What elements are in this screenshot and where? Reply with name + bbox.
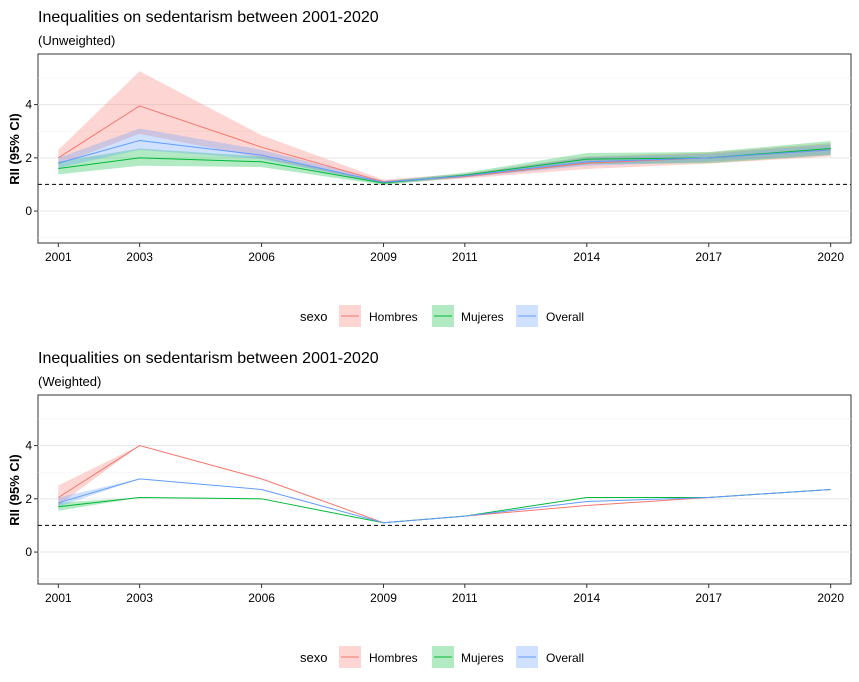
y-axis-label: RII (95% CI) [7,454,22,526]
x-tick-label: 2006 [248,250,275,264]
legend-key-mujeres [432,646,454,668]
ci-ribbon-overall [58,128,831,184]
series-lines [58,105,831,184]
x-tick-label: 2011 [452,591,478,605]
x-tick-label: 2011 [452,250,478,264]
y-axis-ticks: 0 2 4 [25,98,38,218]
y-tick-label: 2 [25,492,32,506]
ci-ribbons [58,71,831,185]
x-tick-label: 2020 [817,250,844,264]
x-tick-label: 2014 [573,250,600,264]
ci-ribbon-mujeres [58,141,831,185]
legend-title: sexo [300,650,327,665]
y-tick-label: 4 [25,98,32,112]
x-tick-label: 2003 [126,591,153,605]
y-tick-label: 0 [25,545,32,559]
y-axis-label: RII (95% CI) [7,113,22,185]
series-line-overall [58,140,831,183]
x-tick-label: 2009 [370,591,397,605]
chart-panel-weighted: Inequalities on sedentarism between 2001… [7,350,852,668]
series-lines [58,445,831,524]
x-tick-label: 2003 [126,250,153,264]
y-tick-label: 2 [25,151,32,165]
legend-key-overall [516,305,538,327]
legend-label-hombres: Hombres [369,651,418,665]
legend-label-mujeres: Mujeres [461,310,504,324]
legend-label-hombres: Hombres [369,310,418,324]
y-tick-label: 0 [25,204,32,218]
chart-title: Inequalities on sedentarism between 2001… [38,350,379,367]
legend-label-overall: Overall [546,651,584,665]
chart-panel-unweighted: Inequalities on sedentarism between 2001… [7,9,852,327]
x-tick-label: 2009 [370,250,397,264]
x-tick-label: 2014 [573,591,600,605]
chart-subtitle: (Unweighted) [38,33,115,48]
chart-title: Inequalities on sedentarism between 2001… [38,9,379,26]
series-line-overall [58,478,831,524]
plot-border [37,394,852,585]
legend-key-overall [516,646,538,668]
legend: sexo Hombres Mujeres Overall [300,305,584,327]
x-tick-label: 2017 [695,591,722,605]
ci-ribbon-hombres [58,71,831,184]
legend-key-hombres [339,646,361,668]
x-tick-label: 2006 [248,591,275,605]
legend-label-mujeres: Mujeres [461,651,504,665]
x-tick-label: 2001 [45,250,72,264]
legend: sexo Hombres Mujeres Overall [300,646,584,668]
legend-key-hombres [339,305,361,327]
x-axis-ticks: 2001 2003 2006 2009 2011 2014 2017 2020 [45,584,844,605]
legend-title: sexo [300,309,327,324]
legend-key-mujeres [432,305,454,327]
y-axis-ticks: 0 2 4 [25,439,38,559]
chart-subtitle: (Weighted) [38,374,101,389]
x-tick-label: 2017 [695,250,722,264]
x-axis-ticks: 2001 2003 2006 2009 2011 2014 2017 2020 [45,243,844,264]
legend-label-overall: Overall [546,310,584,324]
x-tick-label: 2020 [817,591,844,605]
y-tick-label: 4 [25,439,32,453]
x-tick-label: 2001 [45,591,72,605]
